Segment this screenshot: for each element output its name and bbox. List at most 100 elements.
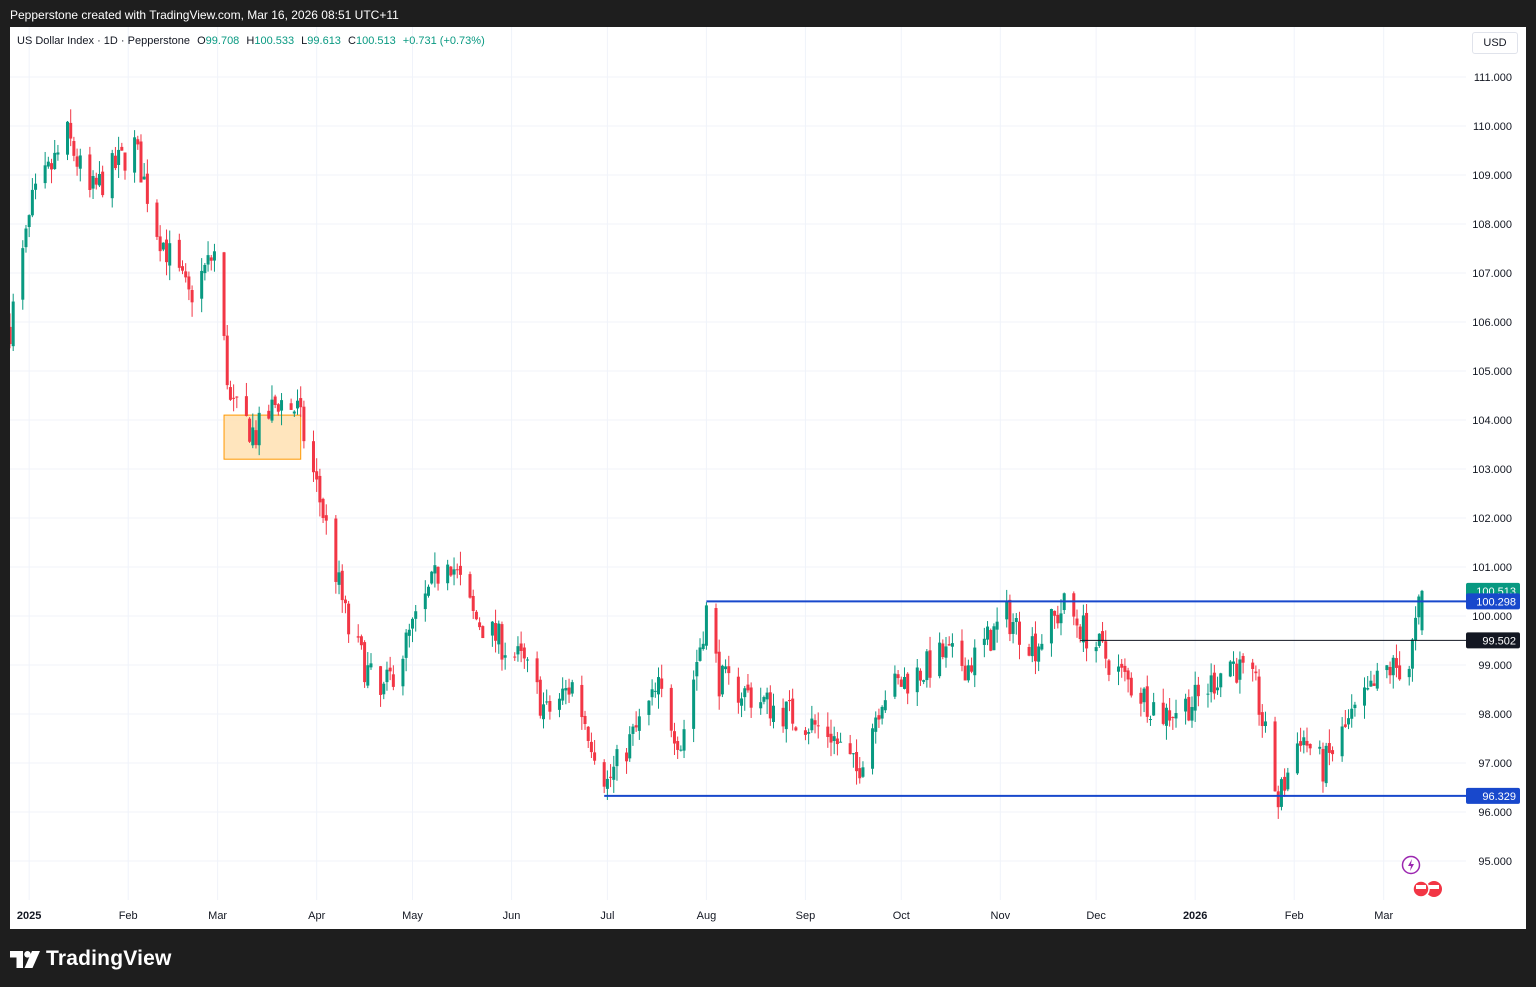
chart-canvas[interactable]: 111.000 110.000 109.000 108.000 107.000 106.0…	[10, 27, 1526, 929]
candle-body	[829, 733, 833, 743]
candle-body	[1366, 688, 1370, 690]
candle-body	[1305, 740, 1309, 746]
candle-body	[695, 662, 699, 677]
candle-body	[791, 698, 795, 724]
candle	[299, 386, 303, 417]
candle-body	[334, 518, 338, 582]
candle-body	[401, 658, 405, 687]
flag-stripe	[1429, 885, 1439, 889]
candle	[458, 551, 462, 586]
candle-body	[848, 743, 852, 755]
candle	[557, 693, 561, 718]
candle-body	[248, 418, 252, 442]
candle	[1407, 665, 1411, 686]
candle-body	[1161, 702, 1165, 724]
candle	[960, 629, 964, 672]
candle-body	[1414, 617, 1418, 641]
candle	[682, 719, 686, 759]
candle	[190, 285, 194, 317]
candle-body	[257, 412, 261, 446]
open-value: 99.708	[205, 35, 240, 47]
candle-body	[1033, 633, 1037, 662]
currency-button[interactable]: USD	[1472, 32, 1518, 54]
candle	[1072, 591, 1076, 626]
candle	[24, 224, 28, 253]
candle-body	[631, 726, 635, 734]
candle	[810, 705, 814, 733]
candle-body	[1129, 677, 1133, 696]
candle-body	[1321, 748, 1325, 782]
candle	[497, 620, 501, 654]
candle	[78, 148, 82, 182]
candle	[1347, 709, 1351, 730]
candle	[177, 233, 181, 272]
candle-body	[468, 574, 472, 598]
y-tick-label: 99.000	[1478, 660, 1512, 672]
candle-body	[407, 629, 411, 636]
x-tick-label: Dec	[1086, 910, 1106, 922]
candle-body	[692, 679, 696, 729]
candle	[117, 136, 121, 178]
candle	[612, 755, 616, 793]
candle	[1107, 658, 1111, 682]
candle	[874, 711, 878, 744]
candle	[133, 130, 137, 183]
candle	[861, 761, 865, 778]
candle	[698, 638, 702, 662]
candle-body	[835, 738, 839, 745]
candle-body	[1139, 692, 1143, 704]
candle-body	[960, 640, 964, 666]
candle-body	[235, 396, 239, 398]
candle-body	[970, 665, 974, 672]
candle-body	[874, 717, 878, 732]
candle	[366, 652, 370, 689]
candle-body	[244, 396, 248, 416]
candle	[1049, 608, 1053, 657]
candle	[1228, 660, 1232, 678]
candle	[982, 627, 986, 658]
candle	[918, 668, 922, 686]
candle	[165, 229, 169, 276]
candle-body	[228, 387, 232, 400]
candle	[136, 135, 140, 150]
candle	[1148, 715, 1152, 726]
candle-body	[650, 689, 654, 698]
candle	[155, 199, 159, 240]
candle-body	[430, 571, 434, 584]
candle	[583, 710, 587, 730]
candle-body	[97, 173, 101, 186]
x-tick-label: Mar	[1374, 910, 1393, 922]
candle-body	[1273, 721, 1277, 792]
candle-body	[966, 665, 970, 681]
candle	[1254, 665, 1258, 681]
candle-body	[324, 515, 328, 521]
chart-panel[interactable]: 111.000 110.000 109.000 108.000 107.000 106.0…	[10, 27, 1526, 929]
candle-body	[1196, 684, 1200, 697]
candle	[382, 681, 386, 700]
candle	[925, 649, 929, 688]
candle-body	[123, 152, 127, 171]
candle	[593, 740, 597, 765]
candle-body	[746, 684, 750, 691]
candle-body	[1343, 724, 1347, 727]
attribution-text: Pepperstone created with TradingView.com…	[10, 8, 399, 22]
candle	[452, 557, 456, 586]
brand-name: TradingView	[46, 947, 172, 970]
candle	[743, 685, 747, 711]
candle	[647, 700, 651, 726]
price-tag: 100.298	[1466, 593, 1520, 610]
tradingview-logo[interactable]: TradingView	[10, 944, 172, 974]
x-tick-label: Sep	[796, 910, 816, 922]
candle	[1196, 676, 1200, 707]
candle-body	[94, 177, 98, 185]
candle	[1120, 659, 1124, 678]
candle-body	[676, 741, 680, 750]
candle	[1321, 742, 1325, 793]
candle	[749, 682, 753, 718]
candle	[232, 384, 236, 412]
candle	[254, 420, 258, 449]
x-tick-label: Nov	[991, 910, 1011, 922]
candle-body	[270, 399, 274, 421]
candle	[1101, 621, 1105, 643]
